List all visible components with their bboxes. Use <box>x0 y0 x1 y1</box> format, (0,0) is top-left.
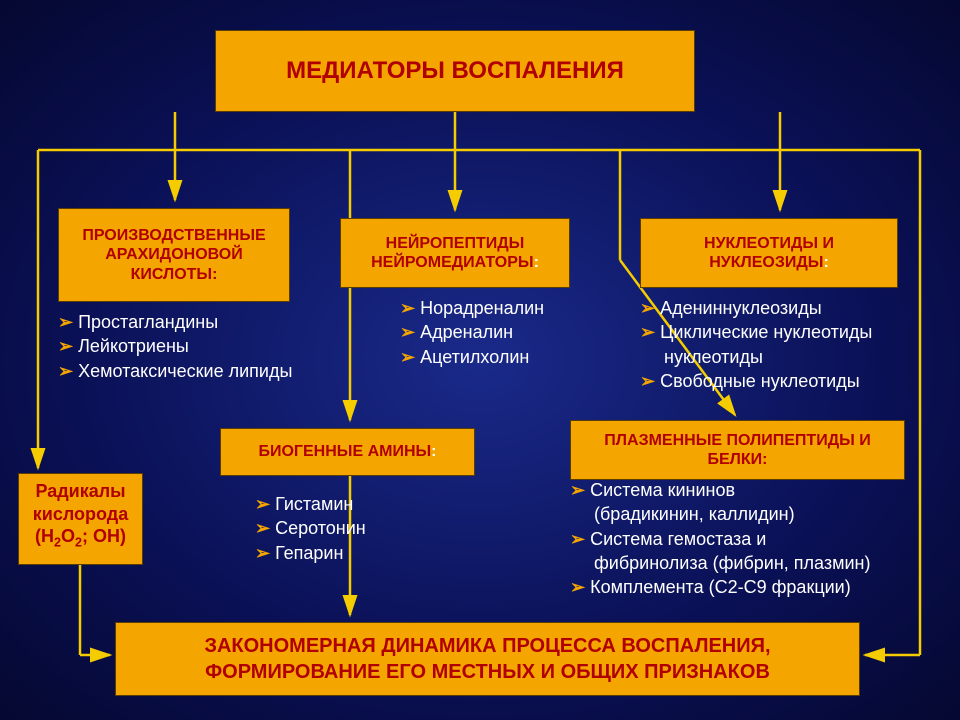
list-item: Хемотаксические липиды <box>58 359 292 383</box>
list-item: Адреналин <box>400 320 544 344</box>
category-neuro: НЕЙРОПЕПТИДЫ НЕЙРОМЕДИАТОРЫ: <box>340 218 570 288</box>
list-item: Простагландины <box>58 310 292 334</box>
arachid-list: Простагландины Лейкотриены Хемотаксическ… <box>58 310 292 383</box>
list-item: Гистамин <box>255 492 366 516</box>
category-neuro-label: НЕЙРОПЕПТИДЫ НЕЙРОМЕДИАТОРЫ: <box>351 234 559 272</box>
radicals-line2: кислорода <box>23 503 138 526</box>
list-item: Система кининов <box>570 478 870 502</box>
list-item: Свободные нуклеотиды <box>640 369 872 393</box>
radicals-line1: Радикалы <box>23 480 138 503</box>
radicals-box: Радикалы кислорода (H2O2; OH) <box>18 473 143 565</box>
list-item: Система гемостаза и <box>570 527 870 551</box>
list-item: Гепарин <box>255 541 366 565</box>
nucleo-list: Адениннуклеозиды Циклические нуклеотиды … <box>640 296 872 393</box>
category-plasma: ПЛАЗМЕННЫЕ ПОЛИПЕПТИДЫ И БЕЛКИ: <box>570 420 905 480</box>
category-arachid: ПРОИЗВОДСТВЕННЫЕ АРАХИДОНОВОЙ КИСЛОТЫ: <box>58 208 290 302</box>
list-item: Лейкотриены <box>58 334 292 358</box>
bottom-box: ЗАКОНОМЕРНАЯ ДИНАМИКА ПРОЦЕССА ВОСПАЛЕНИ… <box>115 622 860 696</box>
category-arachid-label: ПРОИЗВОДСТВЕННЫЕ АРАХИДОНОВОЙ КИСЛОТЫ: <box>69 226 279 284</box>
plasma-list: Система кининов (брадикинин, каллидин) С… <box>570 478 870 599</box>
radicals-line3: (H2O2; OH) <box>23 525 138 551</box>
list-item: Адениннуклеозиды <box>640 296 872 320</box>
list-item: Серотонин <box>255 516 366 540</box>
list-item: Норадреналин <box>400 296 544 320</box>
title-text: МЕДИАТОРЫ ВОСПАЛЕНИЯ <box>286 57 624 86</box>
bottom-text: ЗАКОНОМЕРНАЯ ДИНАМИКА ПРОЦЕССА ВОСПАЛЕНИ… <box>204 635 770 683</box>
category-nucleo: НУКЛЕОТИДЫ И НУКЛЕОЗИДЫ: <box>640 218 898 288</box>
list-sub: (брадикинин, каллидин) <box>570 502 870 526</box>
list-sub: нуклеотиды <box>640 345 872 369</box>
list-item: Циклические нуклеотиды <box>640 320 872 344</box>
list-item: Ацетилхолин <box>400 345 544 369</box>
category-amines-label: БИОГЕННЫЕ АМИНЫ: <box>258 442 436 461</box>
category-amines: БИОГЕННЫЕ АМИНЫ: <box>220 428 475 476</box>
list-item: Комплемента (С2-С9 фракции) <box>570 575 870 599</box>
title-box: МЕДИАТОРЫ ВОСПАЛЕНИЯ <box>215 30 695 112</box>
list-sub: фибринолиза (фибрин, плазмин) <box>570 551 870 575</box>
category-plasma-label: ПЛАЗМЕННЫЕ ПОЛИПЕПТИДЫ И БЕЛКИ: <box>581 431 894 469</box>
neuro-list: Норадреналин Адреналин Ацетилхолин <box>400 296 544 369</box>
amines-list: Гистамин Серотонин Гепарин <box>255 492 366 565</box>
category-nucleo-label: НУКЛЕОТИДЫ И НУКЛЕОЗИДЫ: <box>651 234 887 272</box>
